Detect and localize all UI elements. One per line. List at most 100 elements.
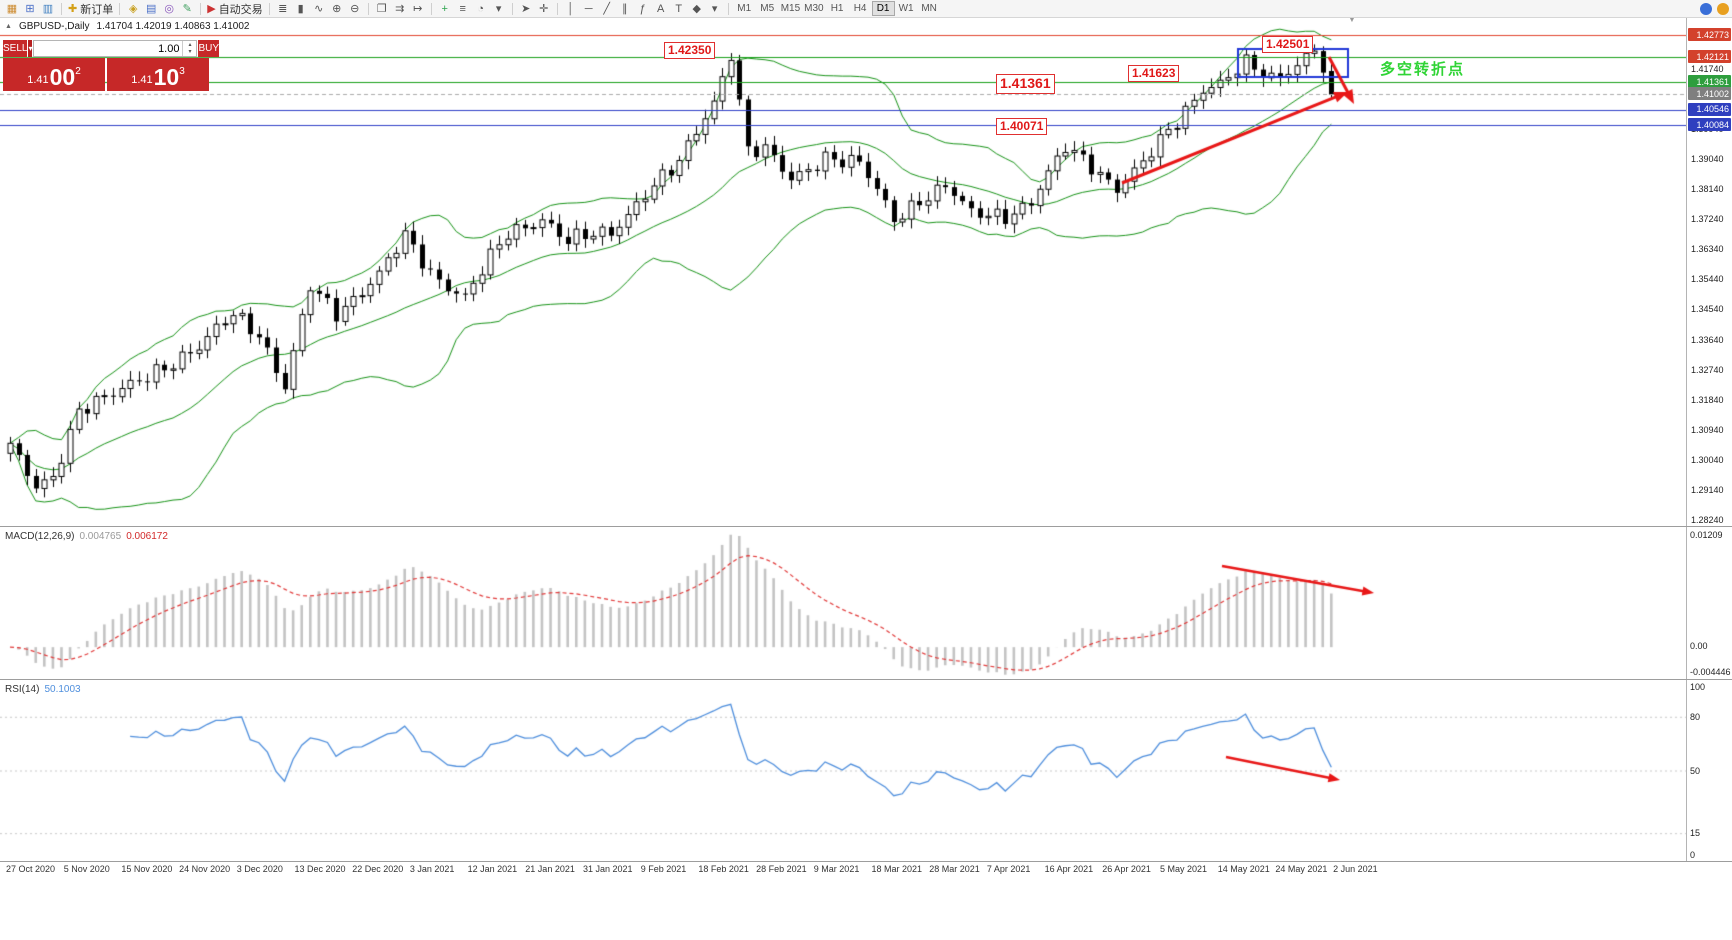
timeframe-H4[interactable]: H4 <box>849 1 872 16</box>
zoom-out-icon[interactable]: ⊖ <box>346 1 364 17</box>
timeframe-M5[interactable]: M5 <box>756 1 779 16</box>
level-41623-price-label[interactable]: 1.41623 <box>1128 65 1180 82</box>
channel-icon[interactable]: ∥ <box>616 1 634 17</box>
one-click-trading-panel: SELL ▾ ▴ ▾ BUY 1.41 00 2 1.41 10 3 <box>3 40 220 91</box>
template-dropdown-icon[interactable]: ▾ <box>490 1 508 17</box>
date-label: 7 Apr 2021 <box>986 864 1031 874</box>
date-label: 9 Feb 2021 <box>640 864 687 874</box>
shapes-icon[interactable]: ◆ <box>688 1 706 17</box>
price-tick-label: 1.30940 <box>1691 424 1724 435</box>
indicator-list-icon[interactable]: ≡ <box>454 1 472 17</box>
autotrading-button[interactable]: ▶ 自动交易 <box>205 1 264 17</box>
date-label: 28 Mar 2021 <box>929 864 980 874</box>
level-41361-price-label[interactable]: 1.41361 <box>996 74 1055 94</box>
toolbar-separator <box>556 2 558 15</box>
auto-scroll-icon[interactable]: ⇉ <box>391 1 409 17</box>
price-tick-label: 1.29140 <box>1691 484 1724 495</box>
text-label-icon[interactable]: T <box>670 1 688 17</box>
toolbar-separator <box>200 2 202 15</box>
feb-peak-price-label[interactable]: 1.42350 <box>664 42 716 59</box>
chart-shift-icon[interactable]: ↦ <box>409 1 427 17</box>
toolbar-separator <box>727 2 729 15</box>
buy-price-button[interactable]: 1.41 10 3 <box>107 58 209 91</box>
rsi-indicator-label: RSI(14) 50.1003 <box>5 684 81 695</box>
cursor-icon[interactable]: ➤ <box>517 1 535 17</box>
collapse-panel-icon[interactable]: ▲ <box>5 23 12 30</box>
terminal-icon[interactable]: ▤ <box>142 1 160 17</box>
vertical-line-icon[interactable]: │ <box>562 1 580 17</box>
macd-axis-max: 0.01209 <box>1690 530 1723 540</box>
arrows-dropdown-icon[interactable]: ▾ <box>706 1 724 17</box>
timeframe-M15[interactable]: M15 <box>780 3 801 14</box>
date-label: 28 Feb 2021 <box>756 864 807 874</box>
timeframe-H1[interactable]: H1 <box>826 1 849 16</box>
date-label: 9 Mar 2021 <box>813 864 860 874</box>
zoom-in-icon[interactable]: ⊕ <box>328 1 346 17</box>
volume-step-up-icon[interactable]: ▴ <box>188 41 192 48</box>
date-label: 14 May 2021 <box>1217 864 1270 874</box>
market-watch-icon[interactable]: ▥ <box>39 1 57 17</box>
cascade-windows-icon[interactable]: ❐ <box>373 1 391 17</box>
period-selector-icon[interactable]: ◔ <box>472 1 490 17</box>
fibonacci-icon[interactable]: ƒ <box>634 1 652 17</box>
level-40071-price-label[interactable]: 1.40071 <box>996 118 1048 135</box>
rsi-axis-label: 100 <box>1690 682 1706 692</box>
sell-price-small: 1.41 <box>27 74 49 86</box>
rsi-value: 50.1003 <box>44 684 81 695</box>
line-chart-icon[interactable]: ∿ <box>310 1 328 17</box>
top-toolbar: ▦ ⊞ ▥ ✚ 新订单 ◈ ▤ ◎ ✎ ▶ 自动交易 ≣ ▮ ∿ ⊕ ⊖ ❐ ⇉ ↦ + ≡ ◔ ▾ ➤… <box>0 0 1732 18</box>
date-label: 18 Mar 2021 <box>871 864 923 874</box>
bar-chart-icon[interactable]: ≣ <box>274 1 292 17</box>
tile-windows-icon[interactable]: ⊞ <box>21 1 39 17</box>
text-icon[interactable]: A <box>652 1 670 17</box>
community-icon[interactable] <box>1700 2 1712 15</box>
alerts-icon[interactable] <box>1717 2 1729 15</box>
buy-header-button[interactable]: BUY <box>198 40 220 57</box>
date-label: 27 Oct 2020 <box>6 864 56 874</box>
rsi-axis-label: 50 <box>1690 765 1701 776</box>
volume-stepper[interactable]: ▴ ▾ <box>182 41 196 56</box>
panel-separator[interactable] <box>0 679 1732 680</box>
price-tick-label: 1.31840 <box>1691 394 1724 405</box>
app-chart-icon[interactable]: ▦ <box>3 1 21 17</box>
horizontal-line-icon[interactable]: ─ <box>580 1 598 17</box>
price-axis[interactable]: 1.417401.399401.390401.381401.372401.363… <box>1686 17 1732 861</box>
volume-step-down-icon[interactable]: ▾ <box>188 48 192 55</box>
toolbar-separator <box>430 2 432 15</box>
cn-annotation-text[interactable]: 多空转折点 <box>1380 61 1466 78</box>
add-indicator-icon[interactable]: + <box>436 1 454 17</box>
chart-shift-marker-icon[interactable]: ▼ <box>1348 15 1356 24</box>
chart-header: ▲ GBPUSD-,Daily 1.41704 1.42019 1.40863 … <box>5 21 249 32</box>
sell-price-button[interactable]: 1.41 00 2 <box>3 58 105 91</box>
macd-axis-min: -0.004446 <box>1690 667 1731 677</box>
navigator-icon[interactable]: ◈ <box>124 1 142 17</box>
timeframe-M30[interactable]: M30 <box>804 3 824 14</box>
price-tick-label: 1.30040 <box>1691 454 1724 465</box>
timeframe-W1[interactable]: W1 <box>895 1 918 16</box>
time-axis[interactable]: 27 Oct 2020 5 Nov 2020 15 Nov 2020 24 Nov 2… <box>0 862 1686 879</box>
price-tick-label: 1.36340 <box>1691 244 1724 255</box>
strategy-tester-icon[interactable]: ◎ <box>160 1 178 17</box>
trendline-icon[interactable]: ╱ <box>598 1 616 17</box>
date-label: 5 Nov 2020 <box>63 864 110 874</box>
timeframe-M1[interactable]: M1 <box>733 1 756 16</box>
sell-header-button[interactable]: SELL <box>3 40 28 57</box>
sell-price-point: 2 <box>75 66 81 77</box>
autotrading-label: 自动交易 <box>218 3 263 16</box>
timeframe-MN[interactable]: MN <box>918 1 941 16</box>
price-tick-label: 1.32740 <box>1691 364 1724 375</box>
panel-separator[interactable] <box>0 526 1732 527</box>
timeframe-D1[interactable]: D1 <box>871 1 895 16</box>
jun-peak-price-label[interactable]: 1.42501 <box>1262 36 1314 53</box>
date-label: 3 Dec 2020 <box>236 864 283 874</box>
volume-input[interactable] <box>34 41 183 56</box>
date-label: 12 Jan 2021 <box>467 864 518 874</box>
new-order-button[interactable]: ✚ 新订单 <box>66 1 115 17</box>
crosshair-icon[interactable]: ✛ <box>535 1 553 17</box>
order-type-dropdown-icon[interactable]: ▾ <box>28 40 33 57</box>
candlestick-chart-icon[interactable]: ▮ <box>292 1 310 17</box>
buy-price-big: 10 <box>153 64 180 90</box>
buy-price-point: 3 <box>179 66 185 77</box>
metaeditor-icon[interactable]: ✎ <box>178 1 196 17</box>
